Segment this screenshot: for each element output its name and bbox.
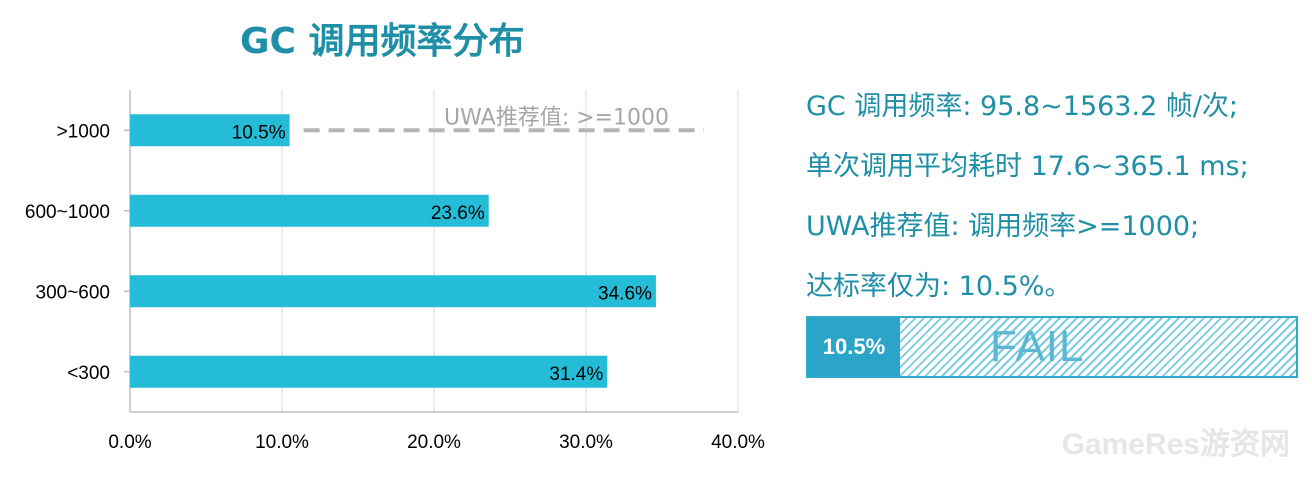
bar [130,275,656,308]
status-result: FAIL [990,322,1085,371]
data-label: 23.6% [431,203,485,224]
x-tick-label: 0.0% [108,432,151,453]
reference-line-label: UWA推荐值: >=1000 [444,105,669,130]
status-bar: 10.5% FAIL [806,316,1298,378]
status-percent: 10.5% [808,318,900,376]
x-tick-label: 40.0% [711,432,765,453]
data-label: 34.6% [598,283,652,304]
info-line-recommended: UWA推荐值: 调用频率>=1000; [806,211,1200,242]
info-line-gc-frequency: GC 调用频率: 95.8~1563.2 帧/次; [806,91,1239,122]
info-panel: GC 调用频率: 95.8~1563.2 帧/次; 单次调用平均耗时 17.6~… [806,82,1306,322]
x-tick-label: 20.0% [407,432,461,453]
x-tick-label: 10.0% [255,432,309,453]
chart-title: GC 调用频率分布 [240,21,525,62]
bar [130,355,608,388]
x-tick-label: 30.0% [559,432,613,453]
bar [130,114,290,147]
info-line-avg-time: 单次调用平均耗时 17.6~365.1 ms; [806,151,1249,182]
y-tick-label: <300 [67,363,110,384]
data-label: 31.4% [549,364,603,385]
watermark: GameRes游资网 [1061,428,1290,461]
data-label: 10.5% [232,122,286,143]
info-line-pass-rate: 达标率仅为: 10.5%。 [806,271,1072,302]
y-tick-label: >1000 [57,121,110,142]
bar-chart: 0.0% 10.0% 20.0% 30.0% 40.0% >1000 10.5% 600~10… [25,90,765,453]
status-hatched-area: FAIL [900,318,1296,376]
y-tick-label: 300~600 [36,282,111,303]
y-tick-label: 600~1000 [25,202,110,223]
bar [130,194,489,227]
